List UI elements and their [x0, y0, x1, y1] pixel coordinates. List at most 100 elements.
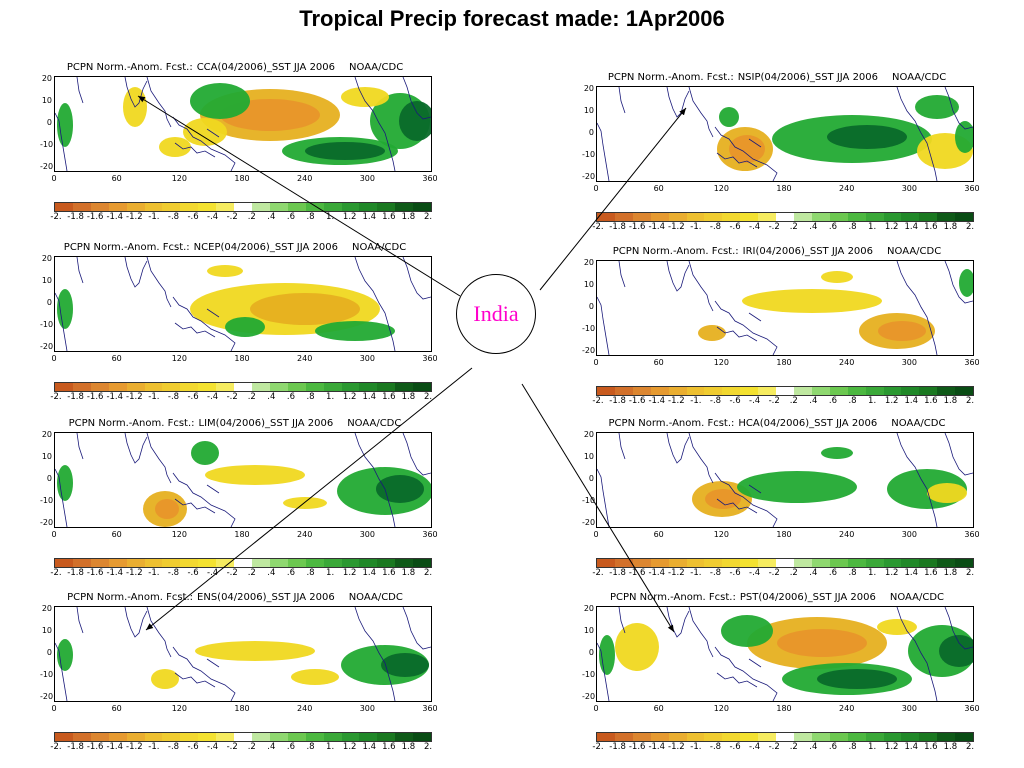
anomaly-region: [915, 95, 959, 119]
colorbar-swatch: [55, 733, 73, 741]
colorbar-label: .6: [286, 212, 295, 222]
x-tick-label: 60: [653, 530, 664, 539]
coastline: [716, 152, 758, 168]
anomaly-region: [341, 87, 389, 107]
colorbar-swatch: [776, 387, 794, 395]
panel-pst: PCPN Norm.-Anom. Fcst.: PST(04/2006)_SST …: [582, 592, 982, 757]
anomaly-region: [955, 121, 973, 153]
colorbar-swatch: [72, 559, 91, 567]
panel-title: PCPN Norm.-Anom. Fcst.: PST(04/2006)_SST …: [582, 592, 972, 603]
x-tick-label: 240: [839, 704, 855, 713]
colorbar-swatch: [614, 733, 633, 741]
colorbar-label: -.2: [768, 222, 780, 232]
colorbar-swatch: [865, 387, 884, 395]
colorbar-swatch: [323, 733, 342, 741]
colorbar-swatch: [614, 387, 633, 395]
y-tick-label: 0: [46, 648, 52, 657]
colorbar-label: -1.8: [609, 568, 626, 578]
colorbar-swatch: [829, 213, 848, 221]
colorbar-swatch: [180, 559, 199, 567]
x-tick-label: 300: [901, 358, 917, 367]
colorbar-swatch: [90, 559, 109, 567]
colorbar-label: -.8: [167, 742, 180, 752]
colorbar-label: .2: [247, 568, 256, 578]
panel-title-left: PCPN Norm.-Anom. Fcst.:: [66, 62, 193, 73]
y-tick-label: 0: [46, 298, 52, 307]
x-tick-label: 0: [51, 704, 57, 713]
colorbar: [596, 386, 974, 396]
coastline: [206, 308, 220, 318]
x-tick-label: 120: [713, 530, 729, 539]
colorbar-label: -1.2: [126, 212, 143, 222]
anomaly-region: [737, 471, 857, 503]
map-box: [596, 86, 974, 182]
x-tick-label: 0: [51, 530, 57, 539]
colorbar-label: .8: [848, 222, 857, 232]
panel-title: PCPN Norm.-Anom. Fcst.: NCEP(04/2006)_SST…: [40, 242, 430, 253]
x-tick-label: 180: [776, 184, 792, 193]
colorbar-swatch: [955, 733, 974, 741]
y-tick-label: 0: [46, 118, 52, 127]
colorbar-label: .4: [267, 742, 276, 752]
y-tick-label: 20: [583, 258, 594, 267]
coastline: [666, 607, 690, 638]
colorbar-swatch: [305, 383, 324, 391]
colorbar-swatch: [162, 559, 181, 567]
anomaly-region: [191, 441, 219, 465]
coastline: [402, 257, 431, 300]
colorbar: [54, 732, 432, 742]
colorbar-swatch: [413, 559, 432, 567]
map-box: [596, 606, 974, 702]
colorbar-swatch: [937, 387, 956, 395]
coastline: [124, 607, 148, 638]
x-tick-label: 60: [111, 354, 122, 363]
colorbar-swatch: [937, 213, 956, 221]
colorbar-swatch: [650, 559, 669, 567]
coastline: [618, 607, 626, 634]
colorbar-swatch: [269, 203, 288, 211]
colorbar-swatch: [668, 213, 687, 221]
colorbar-label: -1.6: [628, 568, 646, 578]
colorbar-swatch: [287, 733, 306, 741]
colorbar-label: 1.4: [904, 222, 919, 232]
colorbar-swatch: [287, 559, 306, 567]
colorbar-label: -1.2: [126, 568, 143, 578]
anomaly-region: [817, 669, 897, 689]
colorbar-label: .8: [306, 742, 315, 752]
colorbar-swatch: [919, 733, 938, 741]
colorbar-label: 1.2: [884, 742, 899, 752]
colorbar-label: -1.: [690, 568, 702, 578]
colorbar-label: .2: [789, 742, 798, 752]
colorbar-swatch: [955, 559, 974, 567]
colorbar-swatch: [359, 383, 378, 391]
colorbar-label: -.4: [207, 212, 219, 222]
colorbar-label: 1.6: [924, 568, 938, 578]
colorbar-swatch: [251, 203, 270, 211]
colorbar-label: 1.: [326, 742, 335, 752]
panel-title: PCPN Norm.-Anom. Fcst.: IRI(04/2006)_SST …: [582, 246, 972, 257]
colorbar-swatch: [883, 559, 902, 567]
x-tick-label: 60: [653, 358, 664, 367]
coastline: [748, 312, 762, 322]
colorbar-label: -1.4: [106, 742, 124, 752]
colorbar-swatch: [216, 733, 235, 741]
panel-title: PCPN Norm.-Anom. Fcst.: NSIP(04/2006)_SST…: [582, 72, 972, 83]
colorbar-swatch: [811, 733, 830, 741]
colorbar-label: -1.8: [609, 396, 626, 406]
x-tick-label: 60: [111, 174, 122, 183]
map-plot: [597, 607, 973, 701]
colorbar-label: 1.8: [943, 222, 958, 232]
colorbar-swatch: [234, 733, 252, 741]
panel-title-left: PCPN Norm.-Anom. Fcst.:: [67, 592, 194, 603]
colorbar-label: -1.6: [86, 392, 104, 402]
colorbar-label: -1.6: [86, 212, 104, 222]
colorbar-swatch: [614, 559, 633, 567]
colorbar-label: -1.8: [67, 742, 84, 752]
anomaly-region: [155, 499, 179, 519]
colorbar-swatch: [829, 733, 848, 741]
coastline: [76, 433, 84, 460]
panel-title-source: NOAA/CDC: [891, 418, 946, 429]
y-tick-label: 10: [41, 452, 52, 461]
colorbar-swatch: [198, 733, 217, 741]
anomaly-region: [381, 653, 429, 677]
